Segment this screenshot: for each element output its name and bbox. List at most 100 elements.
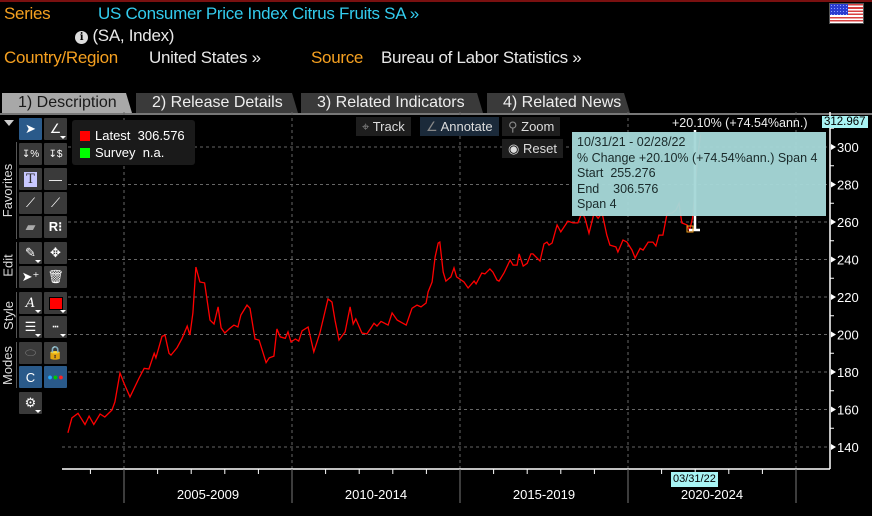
magnet-icon: C xyxy=(25,369,36,385)
legend-survey-value: n.a. xyxy=(142,145,165,160)
red-swatch-icon xyxy=(80,131,90,141)
line-weight-button[interactable]: ☰ xyxy=(19,316,42,338)
tab-release-details[interactable]: 2) Release Details xyxy=(136,93,298,113)
group-modes-label: Modes xyxy=(0,345,16,385)
group-edit-label: Edit xyxy=(0,253,16,277)
y-tick-label: 160 xyxy=(837,403,859,418)
track-label: Track xyxy=(372,119,405,134)
trendline-button[interactable]: ⟋ xyxy=(19,192,42,214)
settings-button[interactable]: ⚙ xyxy=(19,392,42,414)
axis-high-label: 312.967 xyxy=(822,116,868,128)
cursor-arrow-icon: ➤ xyxy=(25,121,36,136)
us-flag-icon xyxy=(829,3,864,24)
series-title-link[interactable]: US Consumer Price Index Citrus Fruits SA… xyxy=(98,4,419,23)
tooltip-end: End 306.576 xyxy=(577,181,659,196)
lasso-button[interactable]: ⬭ xyxy=(19,342,42,364)
color-button[interactable] xyxy=(44,292,67,314)
tooltip-range: 10/31/21 - 02/28/22 xyxy=(577,135,686,149)
toolbar-collapse-icon[interactable] xyxy=(4,120,14,126)
source-link[interactable]: Bureau of Labor Statistics » xyxy=(381,48,582,67)
font-icon: A xyxy=(25,295,36,311)
annotation-start-marker[interactable] xyxy=(686,225,694,233)
y-tick-label: 200 xyxy=(837,328,859,343)
channel-icon: ▰ xyxy=(25,219,36,234)
snap-button[interactable]: C xyxy=(19,366,42,388)
tab-description[interactable]: 1) Description xyxy=(2,93,132,113)
trash-icon: 🗑 xyxy=(47,269,64,284)
add-select-button[interactable]: ➤⁺ xyxy=(19,266,42,288)
pencil-button[interactable]: ✎ xyxy=(19,242,42,264)
legend: Latest 306.576 Survey n.a. xyxy=(72,120,195,165)
tooltip-start: Start 255.276 xyxy=(577,166,656,180)
reset-label: Reset xyxy=(522,141,557,156)
color-swatch-icon xyxy=(48,296,63,310)
country-label: Country/Region xyxy=(4,48,118,67)
track-button[interactable]: ⌖ Track xyxy=(356,117,411,136)
multicolor-button[interactable]: ●●● xyxy=(44,366,67,388)
horizontal-line-icon: — xyxy=(49,171,62,187)
magnifier-icon: ⚲ xyxy=(508,119,522,134)
annotation-label: +20.10% (+74.54%ann.) xyxy=(672,116,808,130)
text-tool-button[interactable]: T xyxy=(19,168,42,190)
move-button[interactable]: ✥ xyxy=(44,242,67,264)
x-period-label: 2015-2019 xyxy=(513,487,575,502)
units-row: i (SA, Index) xyxy=(75,26,174,46)
pencil-icon: ✎ xyxy=(25,245,36,260)
annotate-button[interactable]: ∠ Annotate xyxy=(420,117,499,136)
lasso-icon: ⬭ xyxy=(24,345,37,360)
info-icon[interactable]: i xyxy=(75,31,88,44)
line-style-button[interactable]: ┅ xyxy=(44,316,67,338)
zoom-label: Zoom xyxy=(521,119,555,134)
tooltip-pct-change: % Change +20.10% (+74.54%ann.) Span 4 xyxy=(577,150,818,165)
regression-icon: R⁝ xyxy=(48,219,63,234)
source-label: Source xyxy=(311,48,364,67)
legend-latest-value: 306.576 xyxy=(137,128,185,143)
cursor-date-label: 03/31/22 xyxy=(671,472,718,487)
draw-tool-button[interactable]: ∠ xyxy=(44,118,67,140)
y-tick-marker-icon xyxy=(831,181,836,188)
tab-related-indicators[interactable]: 3) Related Indicators xyxy=(301,93,483,113)
y-tick-marker-icon xyxy=(831,294,836,300)
zoom-button[interactable]: ⚲ Zoom xyxy=(502,117,561,136)
extended-line-button[interactable]: ⟋ xyxy=(44,192,67,214)
group-favorites-label: Favorites xyxy=(0,163,16,218)
crosshair-icon: ⌖ xyxy=(362,119,373,134)
legend-latest: Latest 306.576 xyxy=(80,128,185,143)
y-tick-label: 220 xyxy=(837,290,859,305)
dollar-marker-button[interactable]: ↧$ xyxy=(44,143,67,165)
reset-button[interactable]: ◉ Reset xyxy=(502,139,563,158)
regression-button[interactable]: R⁝ xyxy=(44,216,67,238)
legend-latest-label: Latest xyxy=(95,128,131,143)
pen-icon: ∠ xyxy=(426,119,441,134)
x-period-label: 2010-2014 xyxy=(345,487,407,502)
move-icon: ✥ xyxy=(50,245,61,260)
y-tick-label: 260 xyxy=(837,215,859,230)
horizontal-line-button[interactable]: — xyxy=(44,168,67,190)
tab-related-news[interactable]: 4) Related News xyxy=(487,93,630,113)
trendline-icon: ⟋ xyxy=(25,195,36,210)
extended-line-icon: ⟋ xyxy=(50,195,61,210)
group-edit: Edit xyxy=(0,242,17,288)
annotate-label: Annotate xyxy=(440,119,493,134)
group-modes: Modes xyxy=(0,342,17,388)
delete-button[interactable]: 🗑 xyxy=(44,266,67,288)
select-tool-button[interactable]: ➤ xyxy=(19,118,42,140)
annotation-tooltip: 10/31/21 - 02/28/22 % Change +20.10% (+7… xyxy=(572,132,826,216)
country-link[interactable]: United States » xyxy=(149,48,261,67)
y-tick-label: 140 xyxy=(837,440,859,455)
font-button[interactable]: A xyxy=(19,292,42,314)
legend-survey-label: Survey xyxy=(95,145,136,160)
tab-bar: 1) Description 2) Release Details 3) Rel… xyxy=(0,93,872,115)
reset-icon: ◉ xyxy=(508,141,523,156)
y-tick-marker-icon xyxy=(831,219,836,225)
lock-button[interactable]: 🔒 xyxy=(44,342,67,364)
legend-survey: Survey n.a. xyxy=(80,145,164,160)
percent-marker-button[interactable]: ↧% xyxy=(19,143,42,165)
y-tick-marker-icon xyxy=(831,369,836,375)
line-weight-icon: ☰ xyxy=(24,319,37,334)
y-tick-label: 300 xyxy=(837,140,859,155)
y-tick-label: 180 xyxy=(837,365,859,380)
channel-button[interactable]: ▰ xyxy=(19,216,42,238)
y-tick-marker-icon xyxy=(831,331,836,338)
